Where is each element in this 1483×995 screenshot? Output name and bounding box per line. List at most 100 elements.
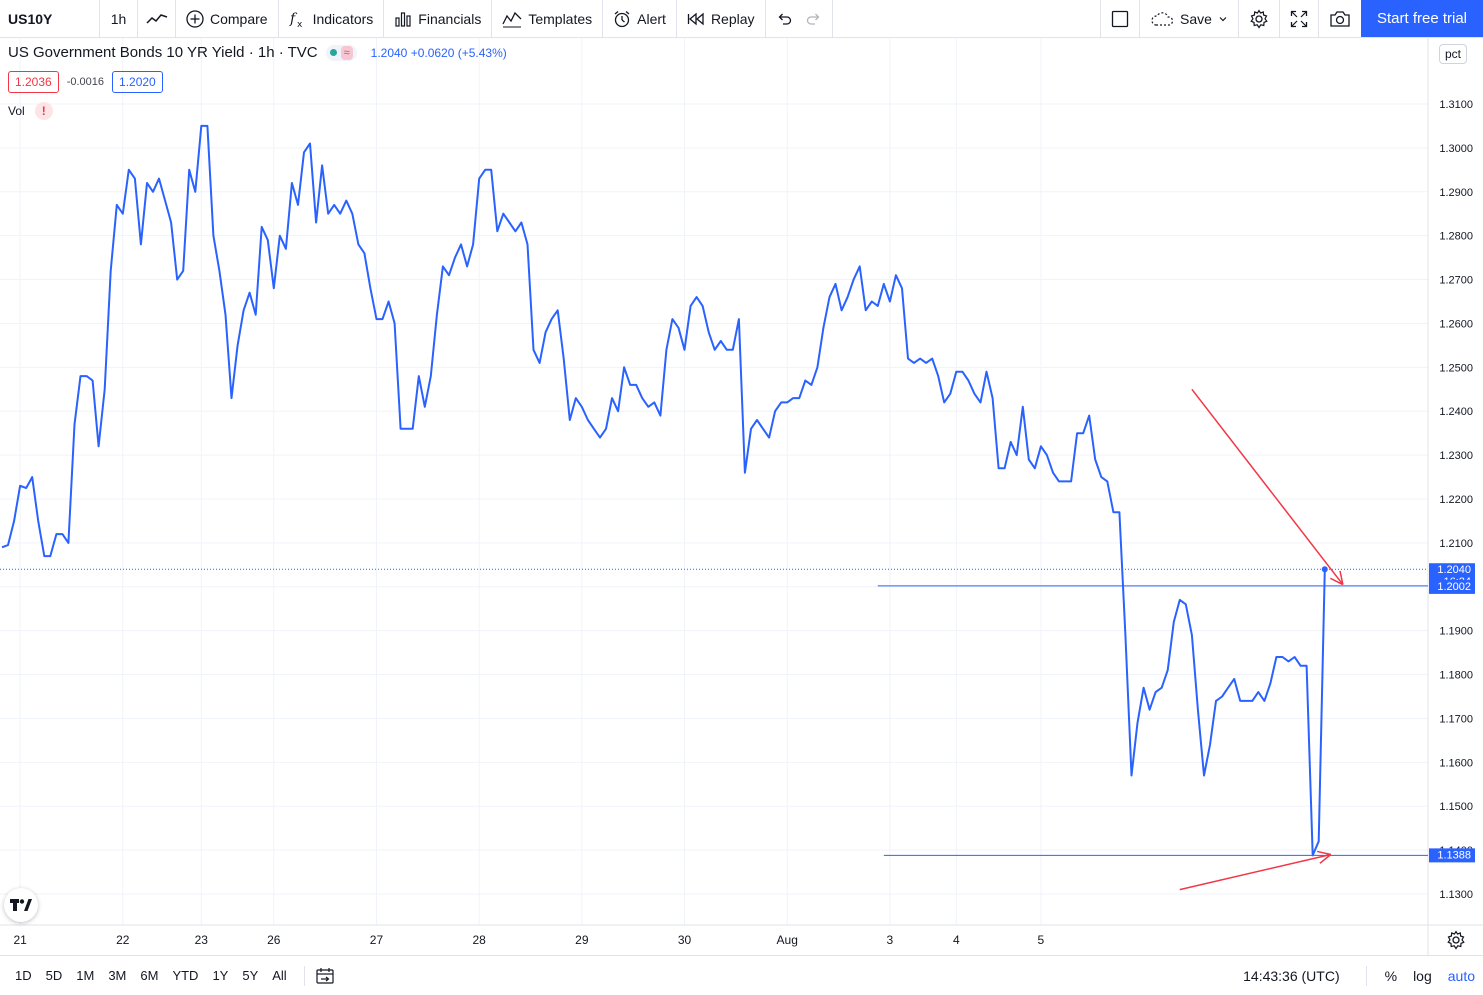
bar-chart-icon [395, 11, 411, 27]
save-button[interactable]: Save [1139, 0, 1238, 37]
clock-utc[interactable]: 14:43:36 (UTC) [1243, 967, 1340, 984]
arrow-head [1316, 850, 1331, 856]
compare-button[interactable]: Compare [176, 0, 279, 37]
financials-button[interactable]: Financials [384, 0, 493, 37]
chart-type-button[interactable] [138, 0, 176, 37]
gear-icon [1250, 8, 1268, 29]
time-tick-label: 4 [953, 933, 960, 947]
price-tick-label: 1.1600 [1439, 757, 1473, 769]
price-tick-label: 1.2600 [1439, 318, 1473, 330]
symbol-search-button[interactable]: US10Y [0, 0, 100, 37]
price-tick-label: 1.3100 [1439, 99, 1473, 111]
alert-label: Alert [637, 10, 666, 27]
interval-label: 1h [110, 10, 127, 27]
price-tick-label: 1.1900 [1439, 626, 1473, 638]
line-chart-icon [145, 13, 167, 24]
templates-button[interactable]: Templates [492, 0, 604, 37]
range-ytd[interactable]: YTD [172, 968, 199, 983]
series-line [1, 124, 1326, 857]
auto-scale-toggle[interactable]: auto [1447, 967, 1475, 984]
trial-label: Start free trial [1376, 10, 1467, 27]
horizontal-lines [877, 585, 1428, 856]
range-1d[interactable]: 1D [15, 968, 32, 983]
snapshot-button[interactable] [1317, 0, 1361, 37]
time-tick-label: 5 [1038, 933, 1045, 947]
price-chart[interactable]: 1.13001.14001.15001.16001.17001.18001.19… [0, 38, 1483, 955]
market-status[interactable]: ≈ [325, 44, 357, 61]
volume-legend: Vol ! [8, 102, 53, 120]
line-price-label-bg [1429, 848, 1475, 863]
time-scale[interactable]: 21 22 23 26 27 28 29 30 Aug 3 4 5 [13, 933, 1044, 947]
settings-button[interactable] [1237, 0, 1279, 37]
time-tick-label: 26 [267, 933, 281, 947]
layout-button[interactable] [1100, 0, 1139, 37]
bottom-divider [303, 965, 305, 986]
fullscreen-button[interactable] [1278, 0, 1318, 37]
alert-button[interactable]: Alert [603, 0, 677, 37]
price-tick-label: 1.2100 [1439, 538, 1473, 550]
time-tick-label: 23 [195, 933, 209, 947]
save-label: Save [1180, 10, 1212, 27]
time-tick-label: 22 [116, 933, 130, 947]
time-tick-label: 3 [887, 933, 894, 947]
price-tick-label: 1.1800 [1439, 670, 1473, 682]
chart-grid [0, 38, 1428, 925]
scale-settings-gear-icon[interactable] [1446, 930, 1466, 950]
delayed-data-icon: ≈ [340, 45, 353, 60]
range-1m[interactable]: 1M [76, 968, 95, 983]
bid-value[interactable]: 1.2036 [8, 71, 59, 93]
volume-label[interactable]: Vol [8, 104, 25, 118]
time-tick-label: 21 [13, 933, 27, 947]
price-tick-label: 1.2800 [1439, 231, 1473, 243]
time-tick-label: 29 [575, 933, 589, 947]
price-tick-label: 1.2700 [1439, 275, 1473, 287]
percent-scale-toggle[interactable]: % [1384, 967, 1398, 984]
range-1y[interactable]: 1Y [212, 968, 229, 983]
scale-mode-badge[interactable]: pct [1439, 44, 1468, 64]
price-tick-label: 1.2900 [1439, 187, 1473, 199]
price-scale[interactable]: 1.13001.14001.15001.16001.17001.18001.19… [1439, 99, 1473, 901]
price-tick-label: 1.1500 [1439, 801, 1473, 813]
replay-label: Replay [710, 10, 755, 27]
price-tick-label: 1.2200 [1439, 494, 1473, 506]
legend-quote: 1.2040 +0.0620 (+5.43%) [370, 45, 507, 60]
arrow-line[interactable] [1179, 853, 1331, 891]
time-tick-label: 30 [678, 933, 692, 947]
range-6m[interactable]: 6M [140, 968, 159, 983]
range-3m[interactable]: 3M [108, 968, 127, 983]
bid-ask-row: 1.2036 -0.0016 1.2020 [8, 71, 163, 93]
arrow-line[interactable] [1191, 388, 1344, 586]
tradingview-logo-icon[interactable] [4, 888, 38, 922]
line-price-label: 1.1388 [1437, 849, 1471, 861]
annotation-arrows[interactable] [1179, 388, 1344, 891]
ask-value[interactable]: 1.2020 [112, 71, 163, 93]
replay-icon [687, 12, 704, 25]
undo-icon[interactable] [776, 11, 792, 27]
range-all[interactable]: All [272, 968, 287, 983]
alarm-clock-icon [614, 10, 630, 27]
cloud-icon [1151, 11, 1174, 26]
arrow-head [1339, 570, 1344, 585]
svg-text:x: x [297, 20, 303, 28]
interval-button[interactable]: 1h [100, 0, 138, 37]
warning-icon[interactable]: ! [34, 102, 53, 120]
toolbar-spacer [833, 0, 1101, 37]
price-tick-label: 1.1700 [1439, 713, 1473, 725]
time-tick-label: Aug [777, 933, 798, 947]
replay-button[interactable]: Replay [677, 0, 766, 37]
templates-label: Templates [528, 10, 593, 27]
log-scale-toggle[interactable]: log [1413, 967, 1432, 984]
start-free-trial-button[interactable]: Start free trial [1360, 0, 1483, 37]
line-price-label: 1.2002 [1437, 581, 1471, 593]
goto-date-icon[interactable] [315, 967, 335, 985]
range-5y[interactable]: 5Y [242, 968, 259, 983]
range-5d[interactable]: 5D [45, 968, 63, 983]
tv-logo-mark-icon [10, 899, 32, 911]
time-tick-label: 27 [370, 933, 384, 947]
bottom-toolbar: 1D 5D 1M 3M 6M YTD 1Y 5Y All 14:43:36 (U… [0, 955, 1483, 995]
legend-title[interactable]: US Government Bonds 10 YR Yield · 1h · T… [8, 44, 318, 61]
redo-icon[interactable] [806, 11, 822, 27]
